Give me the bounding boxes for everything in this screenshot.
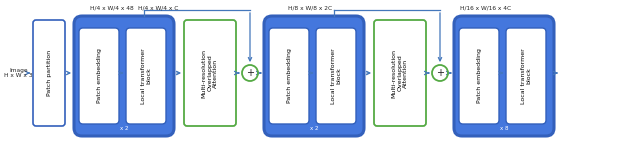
FancyBboxPatch shape [316,28,356,124]
Text: H/8 x W/8 x 2C: H/8 x W/8 x 2C [288,6,332,11]
FancyBboxPatch shape [79,28,119,124]
Text: H/16 x W/16 x 4C: H/16 x W/16 x 4C [460,6,511,11]
FancyBboxPatch shape [454,16,554,136]
FancyBboxPatch shape [374,20,426,126]
Text: H/4 x W/4 x 48: H/4 x W/4 x 48 [90,6,134,11]
FancyBboxPatch shape [264,16,364,136]
FancyBboxPatch shape [506,28,546,124]
Text: Local transformer
block: Local transformer block [331,48,341,104]
Text: H/4 x W/4 x C: H/4 x W/4 x C [138,6,178,11]
Text: x 8: x 8 [500,126,508,132]
Text: x 2: x 2 [310,126,318,132]
FancyBboxPatch shape [74,16,174,136]
Text: Multi-resolution
Overlapped
Attention: Multi-resolution Overlapped Attention [392,48,408,98]
Text: Multi-resolution
Overlapped
Attention: Multi-resolution Overlapped Attention [202,48,218,98]
Text: x 2: x 2 [120,126,128,132]
Text: Image
H x W x 3: Image H x W x 3 [4,68,33,78]
Text: Patch embedding: Patch embedding [477,49,481,103]
FancyBboxPatch shape [269,28,309,124]
Text: +: + [246,68,254,78]
FancyBboxPatch shape [184,20,236,126]
Text: Local transformer
block: Local transformer block [141,48,152,104]
Text: Local transformer
block: Local transformer block [520,48,531,104]
Text: Patch embedding: Patch embedding [97,49,102,103]
FancyBboxPatch shape [33,20,65,126]
Text: +: + [436,68,444,78]
Text: Patch partition: Patch partition [47,50,51,96]
Text: Patch embedding: Patch embedding [287,49,291,103]
FancyBboxPatch shape [459,28,499,124]
FancyBboxPatch shape [126,28,166,124]
